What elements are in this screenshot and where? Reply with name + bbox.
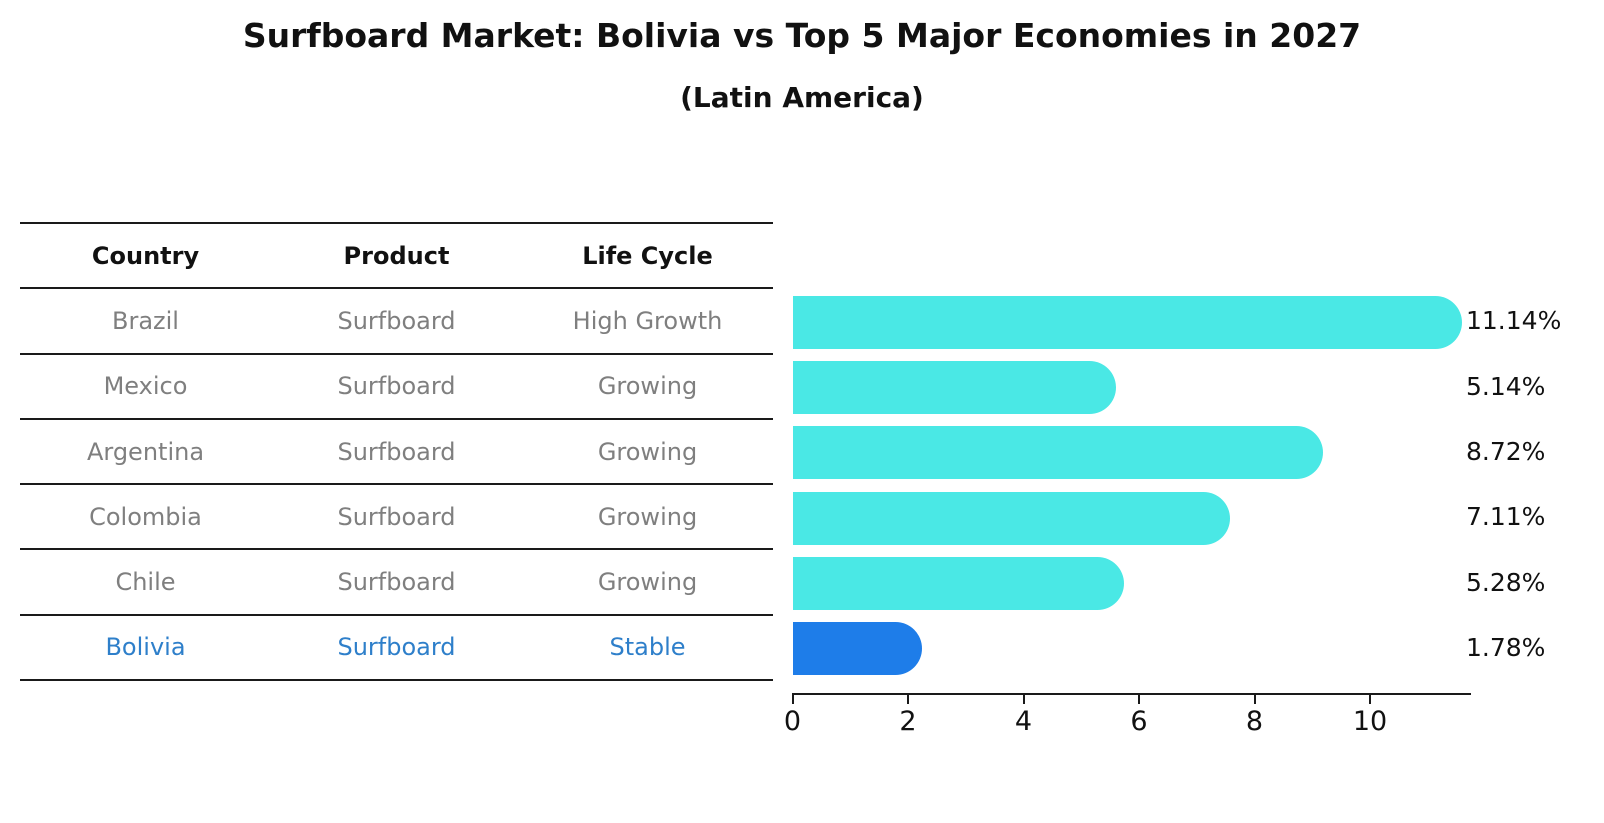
table-row: Argentina Surfboard Growing — [20, 417, 773, 483]
cell-life-cycle: Stable — [609, 633, 686, 662]
table-row: Brazil Surfboard High Growth — [20, 287, 773, 352]
cell-product: Surfboard — [337, 372, 456, 401]
x-tick-label-2: 2 — [899, 706, 917, 737]
cell-country: Mexico — [103, 372, 188, 401]
bar-argentina — [792, 426, 1323, 480]
cell-life-cycle: High Growth — [572, 306, 723, 335]
country-table: Country Product Life Cycle Brazil Surfboard… — [20, 222, 773, 682]
cell-life-cycle: Growing — [597, 437, 698, 466]
table-body: Brazil Surfboard High Growth Mexico Surfboar… — [20, 287, 773, 679]
x-tick-label-8: 8 — [1245, 706, 1264, 737]
value-label-argentina: 8.72% — [1466, 436, 1546, 466]
table-header-product: Product — [343, 241, 450, 270]
x-tick-label-10: 10 — [1352, 706, 1388, 737]
value-label-bolivia: 1.78% — [1466, 632, 1546, 662]
bar-bolivia — [792, 622, 922, 676]
chart-subtitle: (Latin America) — [680, 81, 924, 114]
cell-life-cycle: Growing — [597, 502, 698, 531]
value-label-colombia: 7.11% — [1466, 502, 1546, 532]
table-row: Colombia Surfboard Growing — [20, 483, 773, 548]
table-row: Mexico Surfboard Growing — [20, 352, 773, 418]
bar-brazil — [792, 295, 1463, 349]
cell-country: Colombia — [89, 502, 202, 531]
table-row: Chile Surfboard Growing — [20, 548, 773, 613]
table-header-life-cycle: Life Cycle — [582, 241, 713, 270]
cell-product: Surfboard — [337, 306, 456, 335]
cell-life-cycle: Growing — [597, 568, 698, 597]
chart-title: Surfboard Market: Bolivia vs Top 5 Major… — [242, 16, 1362, 55]
cell-product: Surfboard — [337, 502, 456, 531]
bar-mexico — [792, 361, 1116, 415]
x-tick-mark-10 — [1369, 695, 1371, 704]
cell-life-cycle: Growing — [597, 372, 698, 401]
x-tick-label-4: 4 — [1014, 706, 1033, 737]
cell-country: Bolivia — [105, 633, 186, 662]
x-tick-label-6: 6 — [1130, 706, 1148, 737]
value-label-mexico: 5.14% — [1466, 371, 1546, 401]
table-header-row: Country Product Life Cycle — [20, 222, 773, 287]
bar-chile — [792, 557, 1124, 611]
cell-country: Brazil — [112, 306, 179, 335]
x-tick-mark-0 — [791, 695, 794, 704]
cell-product: Surfboard — [337, 568, 456, 597]
x-tick-mark-6 — [1138, 695, 1140, 704]
x-tick-mark-4 — [1022, 695, 1025, 704]
cell-product: Surfboard — [337, 437, 456, 466]
value-label-chile: 5.28% — [1466, 567, 1546, 597]
x-axis-line — [792, 693, 1471, 695]
x-tick-mark-2 — [907, 695, 909, 704]
cell-country: Argentina — [86, 437, 205, 466]
value-label-brazil: 11.14% — [1466, 306, 1562, 336]
table-row: Bolivia Surfboard Stable — [20, 613, 773, 679]
cell-product: Surfboard — [337, 633, 456, 662]
table-header-country: Country — [91, 241, 200, 270]
bar-colombia — [792, 491, 1230, 545]
x-tick-label-0: 0 — [783, 706, 802, 737]
x-tick-mark-8 — [1253, 695, 1256, 704]
cell-country: Chile — [115, 568, 176, 597]
